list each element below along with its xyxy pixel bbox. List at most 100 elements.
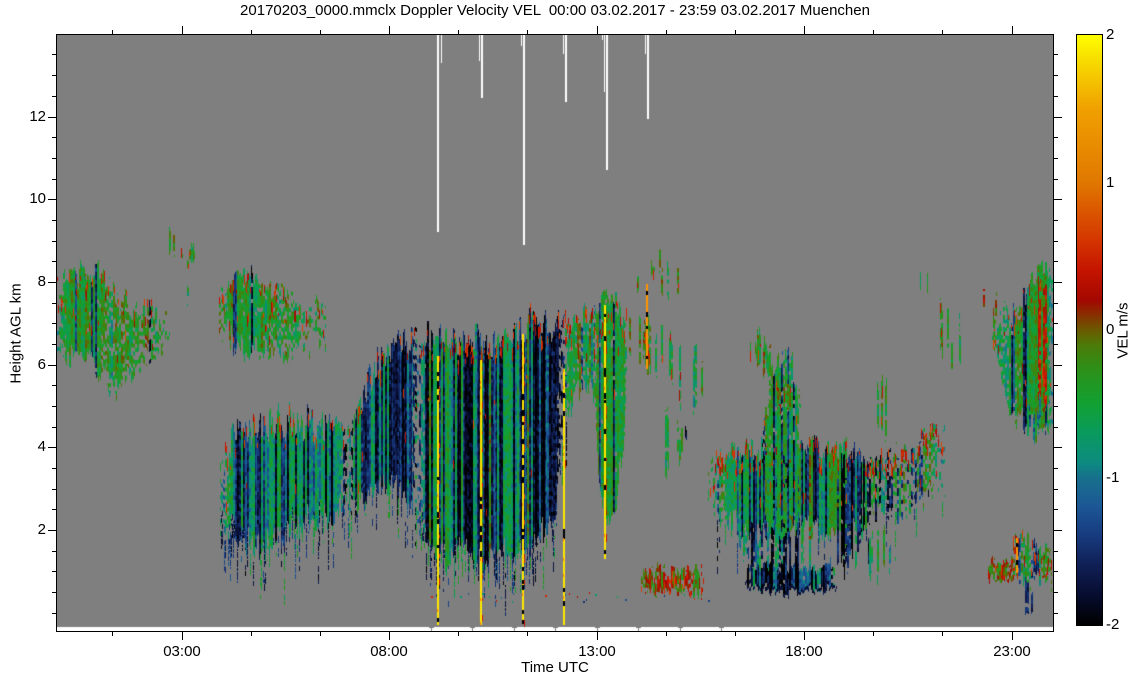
y-major-tick-right [1054, 447, 1062, 448]
y-tick-label-4: 4 [37, 438, 46, 455]
colorbar-tick-label-1: 1 [1106, 174, 1115, 191]
x-minor-tick-top [112, 30, 113, 34]
y-minor-tick [52, 592, 56, 593]
x-minor-tick [112, 632, 113, 636]
colorbar-tick-label--1: -1 [1106, 469, 1120, 486]
x-major-tick [1012, 632, 1013, 640]
x-major-tick-top [597, 26, 598, 34]
y-minor-tick [52, 613, 56, 614]
x-major-tick [182, 632, 183, 640]
x-minor-tick [320, 632, 321, 636]
y-minor-tick [52, 323, 56, 324]
x-tick-label-18:00: 18:00 [785, 643, 823, 660]
y-minor-tick [52, 158, 56, 159]
y-minor-tick-right [1054, 406, 1058, 407]
y-minor-tick [52, 344, 56, 345]
y-minor-tick-right [1054, 261, 1058, 262]
y-minor-tick-right [1054, 54, 1058, 55]
y-minor-tick-right [1054, 137, 1058, 138]
y-minor-tick [52, 427, 56, 428]
y-minor-tick [52, 303, 56, 304]
y-major-tick [48, 365, 56, 366]
y-minor-tick-right [1054, 468, 1058, 469]
colorbar-title: VEL m/s [1114, 302, 1132, 359]
x-major-tick-top [1012, 26, 1013, 34]
y-minor-tick-right [1054, 509, 1058, 510]
x-minor-tick [942, 632, 943, 636]
y-minor-tick-right [1054, 344, 1058, 345]
x-tick-label-13:00: 13:00 [578, 643, 616, 660]
x-tick-label-23:00: 23:00 [993, 643, 1031, 660]
y-minor-tick [52, 54, 56, 55]
x-major-tick [597, 632, 598, 640]
y-minor-tick-right [1054, 571, 1058, 572]
y-major-tick [48, 199, 56, 200]
y-tick-label-2: 2 [37, 521, 46, 538]
y-major-tick-right [1054, 117, 1062, 118]
y-major-tick-right [1054, 530, 1062, 531]
colorbar [1076, 34, 1103, 626]
y-minor-tick [52, 468, 56, 469]
y-minor-tick-right [1054, 592, 1058, 593]
x-minor-tick [458, 632, 459, 636]
x-major-tick-top [182, 26, 183, 34]
colorbar-tick-label--2: -2 [1106, 616, 1120, 633]
y-minor-tick-right [1054, 303, 1058, 304]
y-minor-tick-right [1054, 385, 1058, 386]
colorbar-tick-label-0: 0 [1106, 321, 1115, 338]
x-minor-tick [251, 632, 252, 636]
y-minor-tick [52, 385, 56, 386]
y-minor-tick-right [1054, 427, 1058, 428]
doppler-velocity-heatmap [57, 35, 1053, 631]
y-minor-tick-right [1054, 489, 1058, 490]
x-major-tick [389, 632, 390, 640]
x-minor-tick-top [942, 30, 943, 34]
y-tick-label-8: 8 [37, 273, 46, 290]
x-tick-label-03:00: 03:00 [163, 643, 201, 660]
x-minor-tick-top [527, 30, 528, 34]
x-minor-tick [666, 632, 667, 636]
y-major-tick [48, 530, 56, 531]
y-minor-tick-right [1054, 179, 1058, 180]
y-minor-tick-right [1054, 241, 1058, 242]
x-minor-tick [735, 632, 736, 636]
x-major-tick-top [804, 26, 805, 34]
y-major-tick [48, 447, 56, 448]
x-axis-title: Time UTC [521, 659, 589, 676]
y-tick-label-6: 6 [37, 356, 46, 373]
y-minor-tick [52, 551, 56, 552]
y-major-tick-right [1054, 199, 1062, 200]
x-major-tick [804, 632, 805, 640]
chart-title: 20170203_0000.mmclx Doppler Velocity VEL… [240, 2, 870, 19]
y-minor-tick-right [1054, 75, 1058, 76]
y-tick-label-12: 12 [29, 108, 46, 125]
y-major-tick [48, 117, 56, 118]
x-major-tick-top [389, 26, 390, 34]
x-tick-label-08:00: 08:00 [370, 643, 408, 660]
y-minor-tick [52, 489, 56, 490]
x-minor-tick-top [735, 30, 736, 34]
y-major-tick [48, 282, 56, 283]
y-minor-tick-right [1054, 551, 1058, 552]
plot-area [56, 34, 1054, 632]
y-tick-label-10: 10 [29, 190, 46, 207]
y-minor-tick [52, 509, 56, 510]
y-minor-tick-right [1054, 323, 1058, 324]
y-minor-tick [52, 137, 56, 138]
y-minor-tick-right [1054, 220, 1058, 221]
x-minor-tick-top [873, 30, 874, 34]
y-axis-title: Height AGL km [7, 283, 25, 384]
y-major-tick-right [1054, 282, 1062, 283]
x-minor-tick-top [666, 30, 667, 34]
y-minor-tick-right [1054, 158, 1058, 159]
y-minor-tick [52, 406, 56, 407]
x-minor-tick-top [320, 30, 321, 34]
x-minor-tick-top [251, 30, 252, 34]
colorbar-gradient [1077, 35, 1102, 625]
x-minor-tick [873, 632, 874, 636]
y-minor-tick-right [1054, 96, 1058, 97]
x-minor-tick [527, 632, 528, 636]
y-minor-tick [52, 75, 56, 76]
y-minor-tick-right [1054, 613, 1058, 614]
